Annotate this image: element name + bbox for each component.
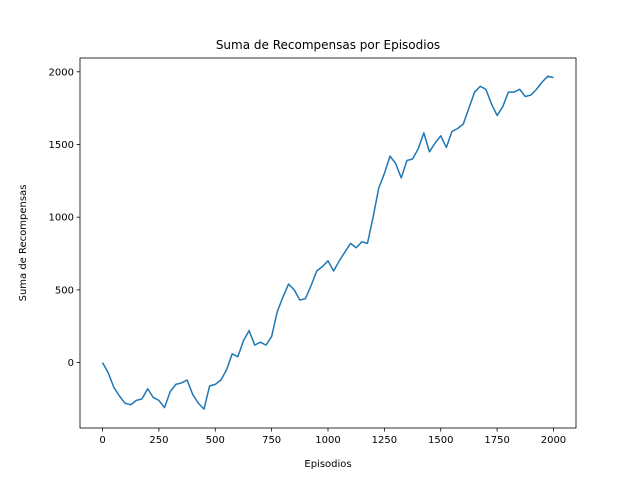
x-tick-label: 250 [149, 435, 168, 446]
x-tick-label: 1500 [428, 435, 453, 446]
y-tick-label: 1500 [49, 140, 74, 151]
x-tick-label: 0 [99, 435, 105, 446]
y-tick-label: 0 [68, 358, 74, 369]
y-axis-label: Suma de Recompensas [18, 185, 29, 302]
x-tick-label: 1250 [372, 435, 397, 446]
data-line [101, 75, 554, 410]
x-axis-label: Episodios [304, 459, 351, 470]
x-tick-label: 750 [262, 435, 281, 446]
x-tick-label: 1750 [484, 435, 509, 446]
chart-title: Suma de Recompensas por Episodios [216, 38, 440, 52]
y-tick-label: 500 [55, 285, 74, 296]
y-tick-label: 1000 [49, 213, 74, 224]
axes-frame [79, 57, 577, 429]
x-tick-label: 1000 [315, 435, 340, 446]
y-tick-label: 2000 [49, 67, 74, 78]
x-tick-label: 2000 [541, 435, 566, 446]
x-tick-label: 500 [206, 435, 225, 446]
